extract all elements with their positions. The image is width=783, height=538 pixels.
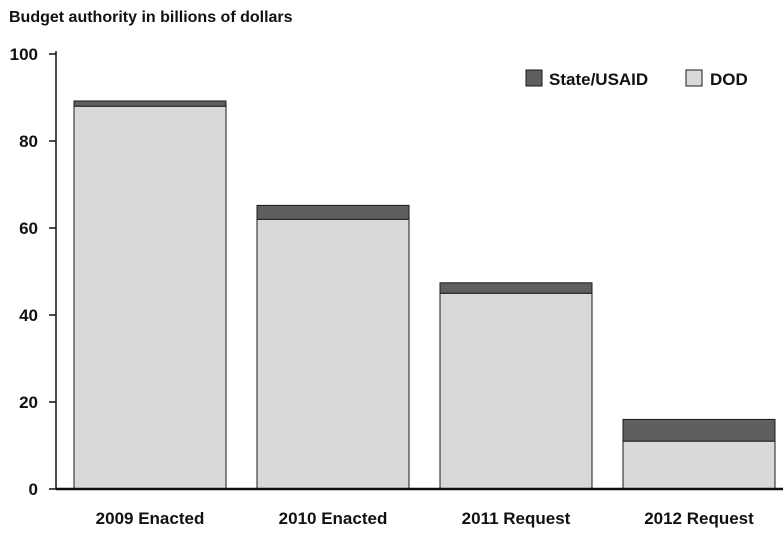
bar-state-usaid-2 xyxy=(256,204,410,220)
plot-area: 2009 Enacted 2010 Enacted 2011 Request 2012… xyxy=(10,45,783,528)
x-tick-label-1: 2009 Enacted xyxy=(96,509,205,528)
bar-state-usaid-3 xyxy=(439,282,593,294)
bar-dod-3 xyxy=(439,292,593,490)
x-tick-label-3: 2011 Request xyxy=(462,509,571,528)
legend-swatch-state-usaid xyxy=(525,69,543,87)
legend-label-state-usaid: State/USAID xyxy=(549,70,648,89)
legend-label-dod: DOD xyxy=(710,70,748,89)
chart-title: Budget authority in billions of dollars xyxy=(9,9,293,26)
y-tick-label-40: 40 xyxy=(19,306,38,325)
y-tick-label-100: 100 xyxy=(10,45,38,64)
y-tick-label-20: 20 xyxy=(19,393,38,412)
bar-state-usaid-4 xyxy=(622,418,776,442)
legend: State/USAID DOD xyxy=(525,69,748,89)
y-tick-label-60: 60 xyxy=(19,219,38,238)
bar-dod-4 xyxy=(622,440,776,490)
bar-state-usaid-1 xyxy=(73,100,227,107)
x-tick-label-4: 2012 Request xyxy=(644,509,754,528)
legend-swatch-dod xyxy=(685,69,703,87)
x-tick-label-2: 2010 Enacted xyxy=(279,509,388,528)
y-tick-label-80: 80 xyxy=(19,132,38,151)
y-tick-label-0: 0 xyxy=(29,480,38,499)
bar-dod-2 xyxy=(256,218,410,490)
bar-dod-1 xyxy=(73,105,227,490)
